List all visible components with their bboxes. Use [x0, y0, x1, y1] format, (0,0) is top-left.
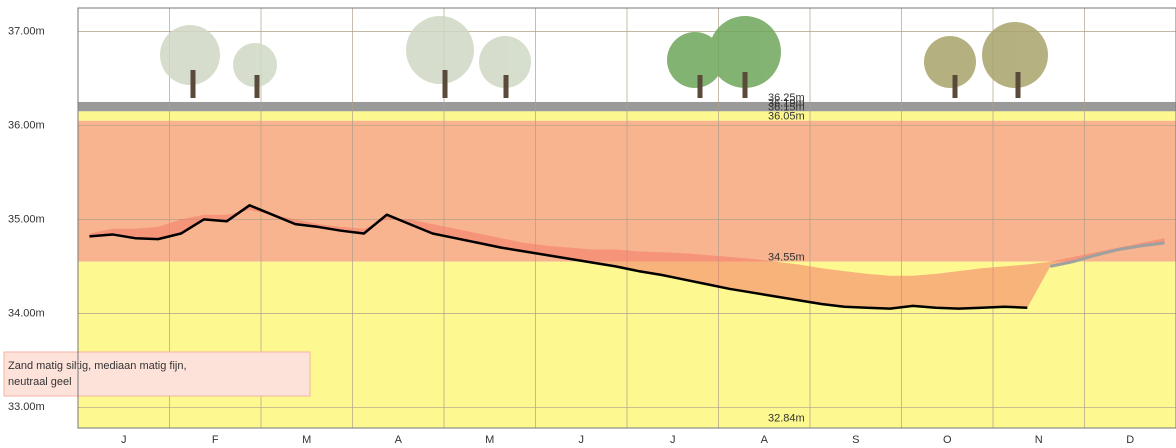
- soil-label: Zand matig siltig, mediaan matig fijn,: [8, 360, 187, 372]
- forecast-line: [1049, 241, 1165, 268]
- areas: [89, 205, 1165, 309]
- tree-trunks: [190, 70, 1021, 98]
- x-tick-label: A: [761, 434, 769, 446]
- x-tick-label: S: [852, 434, 859, 446]
- grid: [78, 8, 1176, 428]
- y-tick-label: 33.00m: [8, 401, 45, 413]
- tree-group: [924, 22, 1048, 88]
- level-label: 36.25m: [768, 92, 805, 104]
- x-tick-label: M: [302, 434, 311, 446]
- level-label: 36.05m: [768, 111, 805, 123]
- x-tick-label: J: [121, 434, 127, 446]
- x-tick-label: D: [1126, 434, 1134, 446]
- soil-label-box: [3, 351, 311, 397]
- level-label: 32.84m: [768, 412, 805, 424]
- level-label: 36.19m: [768, 98, 805, 110]
- tree-group: [160, 16, 531, 88]
- x-tick-label: N: [1035, 434, 1043, 446]
- x-tick-label: J: [670, 434, 676, 446]
- groundwater-line: [89, 204, 1028, 310]
- labels: 33.00m 34.00m 35.00m 36.00m 37.00m J F M A M J J A S O…: [3, 25, 1134, 446]
- x-tick-label: A: [395, 434, 403, 446]
- y-tick-label: 34.00m: [8, 307, 45, 319]
- soil-label: neutraal geel: [8, 376, 72, 388]
- y-tick-label: 36.00m: [8, 119, 45, 131]
- plot-border: [77, 7, 1176, 429]
- level-label: 34.55m: [768, 252, 805, 264]
- trees: [160, 16, 1048, 98]
- tree-group: [667, 16, 781, 88]
- x-tick-label: F: [212, 434, 219, 446]
- lines: [89, 204, 1165, 310]
- envelope-area: [89, 205, 1165, 309]
- level-label: 36.15m: [768, 101, 805, 113]
- x-tick-label: O: [943, 434, 952, 446]
- y-tick-label: 35.00m: [8, 213, 45, 225]
- x-tick-label: J: [579, 434, 585, 446]
- y-tick-label: 37.00m: [8, 25, 45, 37]
- x-tick-label: M: [485, 434, 494, 446]
